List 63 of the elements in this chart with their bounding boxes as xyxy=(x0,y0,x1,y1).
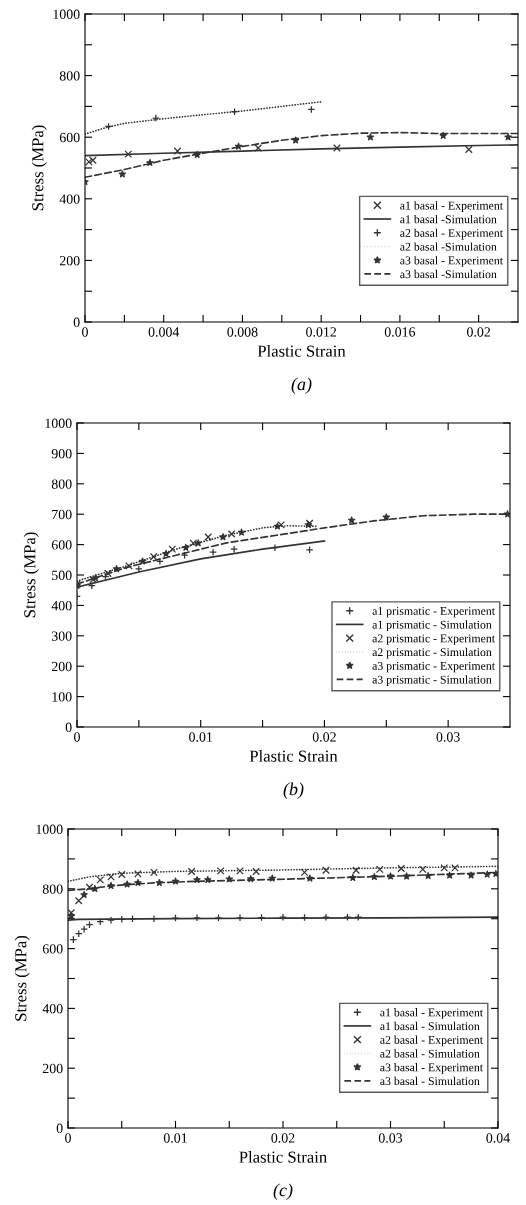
y-tick-label: 500 xyxy=(52,570,72,580)
x-tick-label: 0.04 xyxy=(486,1133,510,1143)
y-tick-label: 200 xyxy=(42,1063,63,1074)
x-tick-label: 0.004 xyxy=(148,327,180,337)
x-axis-title: Plastic Strain xyxy=(249,750,338,762)
legend-label: a2 basal -Simulation xyxy=(400,242,497,251)
x-tick-label: 0.01 xyxy=(163,1133,187,1143)
y-tick-label: 400 xyxy=(51,600,72,611)
x-tick-label: 0.008 xyxy=(227,327,258,337)
legend-label: a3 basal -Simulation xyxy=(400,269,497,279)
x-tick-label: 0.012 xyxy=(306,327,337,337)
y-tick-label: 0 xyxy=(56,1123,63,1133)
y-tick-label: 1000 xyxy=(36,824,63,834)
legend-label: a1 basal - Simulation xyxy=(380,1021,480,1031)
x-axis-title: Plastic Strain xyxy=(257,345,346,357)
y-tick-label: 600 xyxy=(59,132,80,143)
x-tick-label: 0.01 xyxy=(189,732,213,742)
y-tick-label: 800 xyxy=(59,71,80,81)
y-tick-label: 200 xyxy=(59,255,80,266)
legend-label: a1 prismatic - Experiment xyxy=(372,607,495,618)
x-tick-label: 0.02 xyxy=(467,327,491,337)
x-tick-label: 0.016 xyxy=(384,327,416,337)
legend-label: a3 basal - Experiment xyxy=(400,256,503,267)
legend-label: a2 basal - Experiment xyxy=(400,228,503,240)
legend-label: a3 basal - Experiment xyxy=(380,1063,483,1074)
legend-label: a1 basal -Simulation xyxy=(400,214,497,224)
y-tick-label: 0 xyxy=(65,722,72,732)
legend-label: a3 basal - Simulation xyxy=(380,1076,480,1086)
y-tick-label: 400 xyxy=(42,1003,63,1014)
legend-label: a2 prismatic - Simulation xyxy=(372,647,492,659)
legend-label: a1 basal - Experiment xyxy=(380,1008,483,1019)
y-tick-label: 600 xyxy=(51,540,72,550)
y-tick-label: 0 xyxy=(73,317,80,327)
y-tick-label: 300 xyxy=(51,631,72,641)
x-axis-title: Plastic Strain xyxy=(239,1151,327,1163)
text: (b) xyxy=(283,782,304,799)
y-tick-label: 400 xyxy=(59,194,80,204)
y-tick-label: 1000 xyxy=(53,9,80,19)
y-tick-label: 1000 xyxy=(45,418,72,428)
y-tick-label: 900 xyxy=(51,448,72,459)
y-axis-title: Stress (MPa) xyxy=(14,935,30,1021)
text: (c) xyxy=(273,1183,293,1200)
y-tick-label: 700 xyxy=(52,509,72,520)
y-tick-label: 200 xyxy=(51,661,72,672)
y-tick-label: 800 xyxy=(51,479,72,489)
legend-label: a3 prismatic - Experiment xyxy=(372,661,495,673)
text: (a) xyxy=(291,377,312,394)
legend-label: a3 prismatic - Simulation xyxy=(372,675,492,686)
legend-label: a1 prismatic - Simulation xyxy=(372,620,492,632)
x-tick-label: 0.02 xyxy=(271,1133,295,1143)
x-tick-label: 0.02 xyxy=(312,732,336,742)
legend-label: a2 basal - Experiment xyxy=(380,1035,483,1047)
legend-label: a1 basal - Experiment xyxy=(400,201,503,212)
legend-label: a2 basal - Simulation xyxy=(380,1049,480,1058)
x-tick-label: 0.03 xyxy=(436,732,460,742)
legend-label: a2 prismatic - Experiment xyxy=(372,634,495,645)
y-axis-title: Stress (MPa) xyxy=(31,125,47,211)
y-axis-title: Stress (MPa) xyxy=(23,532,39,618)
y-tick-label: 100 xyxy=(52,692,72,702)
y-tick-label: 800 xyxy=(42,884,63,894)
x-tick-label: 0.03 xyxy=(378,1133,403,1143)
y-tick-label: 600 xyxy=(42,944,63,954)
x-tick-label: 0 xyxy=(82,327,88,337)
